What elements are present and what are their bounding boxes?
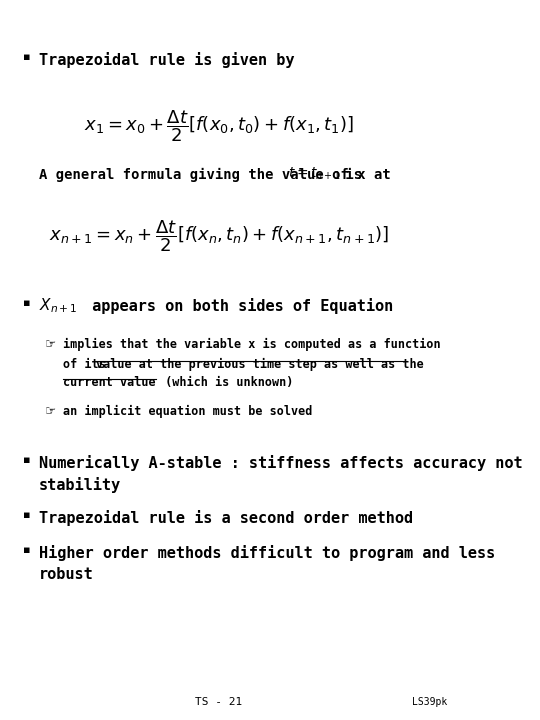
Text: appears on both sides of Equation: appears on both sides of Equation xyxy=(84,298,394,314)
Text: Higher order methods difficult to program and less: Higher order methods difficult to progra… xyxy=(39,545,495,561)
Text: implies that the variable x is computed as a function: implies that the variable x is computed … xyxy=(63,338,441,351)
Text: $x_{n+1} = x_n + \dfrac{\Delta t}{2}\left[f(x_n, t_n) + f(x_{n+1}, t_{n+1})\righ: $x_{n+1} = x_n + \dfrac{\Delta t}{2}\lef… xyxy=(49,218,389,253)
Text: Trapezoidal rule is given by: Trapezoidal rule is given by xyxy=(39,52,294,68)
Text: ▪: ▪ xyxy=(23,52,30,62)
Text: ▪: ▪ xyxy=(23,510,30,520)
Text: ▪: ▪ xyxy=(23,298,30,308)
Text: of its: of its xyxy=(63,358,113,371)
Text: $x_1 = x_0 + \dfrac{\Delta t}{2}\left[f(x_0, t_0) + f(x_1, t_1)\right]$: $x_1 = x_0 + \dfrac{\Delta t}{2}\left[f(… xyxy=(84,108,354,144)
Text: ▪: ▪ xyxy=(23,455,30,465)
Text: ☞: ☞ xyxy=(45,405,56,418)
Text: Trapezoidal rule is a second order method: Trapezoidal rule is a second order metho… xyxy=(39,510,413,526)
Text: an implicit equation must be solved: an implicit equation must be solved xyxy=(63,405,313,418)
Text: ☞: ☞ xyxy=(45,338,56,351)
Text: robust: robust xyxy=(39,567,93,582)
Text: (which is unknown): (which is unknown) xyxy=(158,376,293,389)
Text: value at the previous time step as well as the: value at the previous time step as well … xyxy=(96,358,423,371)
Text: $t=t_{n+1}$: $t=t_{n+1}$ xyxy=(288,166,341,182)
Text: ▪: ▪ xyxy=(23,545,30,555)
Text: Numerically A-stable : stiffness affects accuracy not: Numerically A-stable : stiffness affects… xyxy=(39,455,523,471)
Text: is: is xyxy=(337,168,362,182)
Text: $X_{n+1}$: $X_{n+1}$ xyxy=(39,297,78,315)
Text: stability: stability xyxy=(39,477,121,493)
Text: LS39pk: LS39pk xyxy=(411,697,447,707)
Text: TS - 21: TS - 21 xyxy=(195,697,242,707)
Text: current value: current value xyxy=(63,376,156,389)
Text: A general formula giving the value of x at: A general formula giving the value of x … xyxy=(39,168,399,182)
